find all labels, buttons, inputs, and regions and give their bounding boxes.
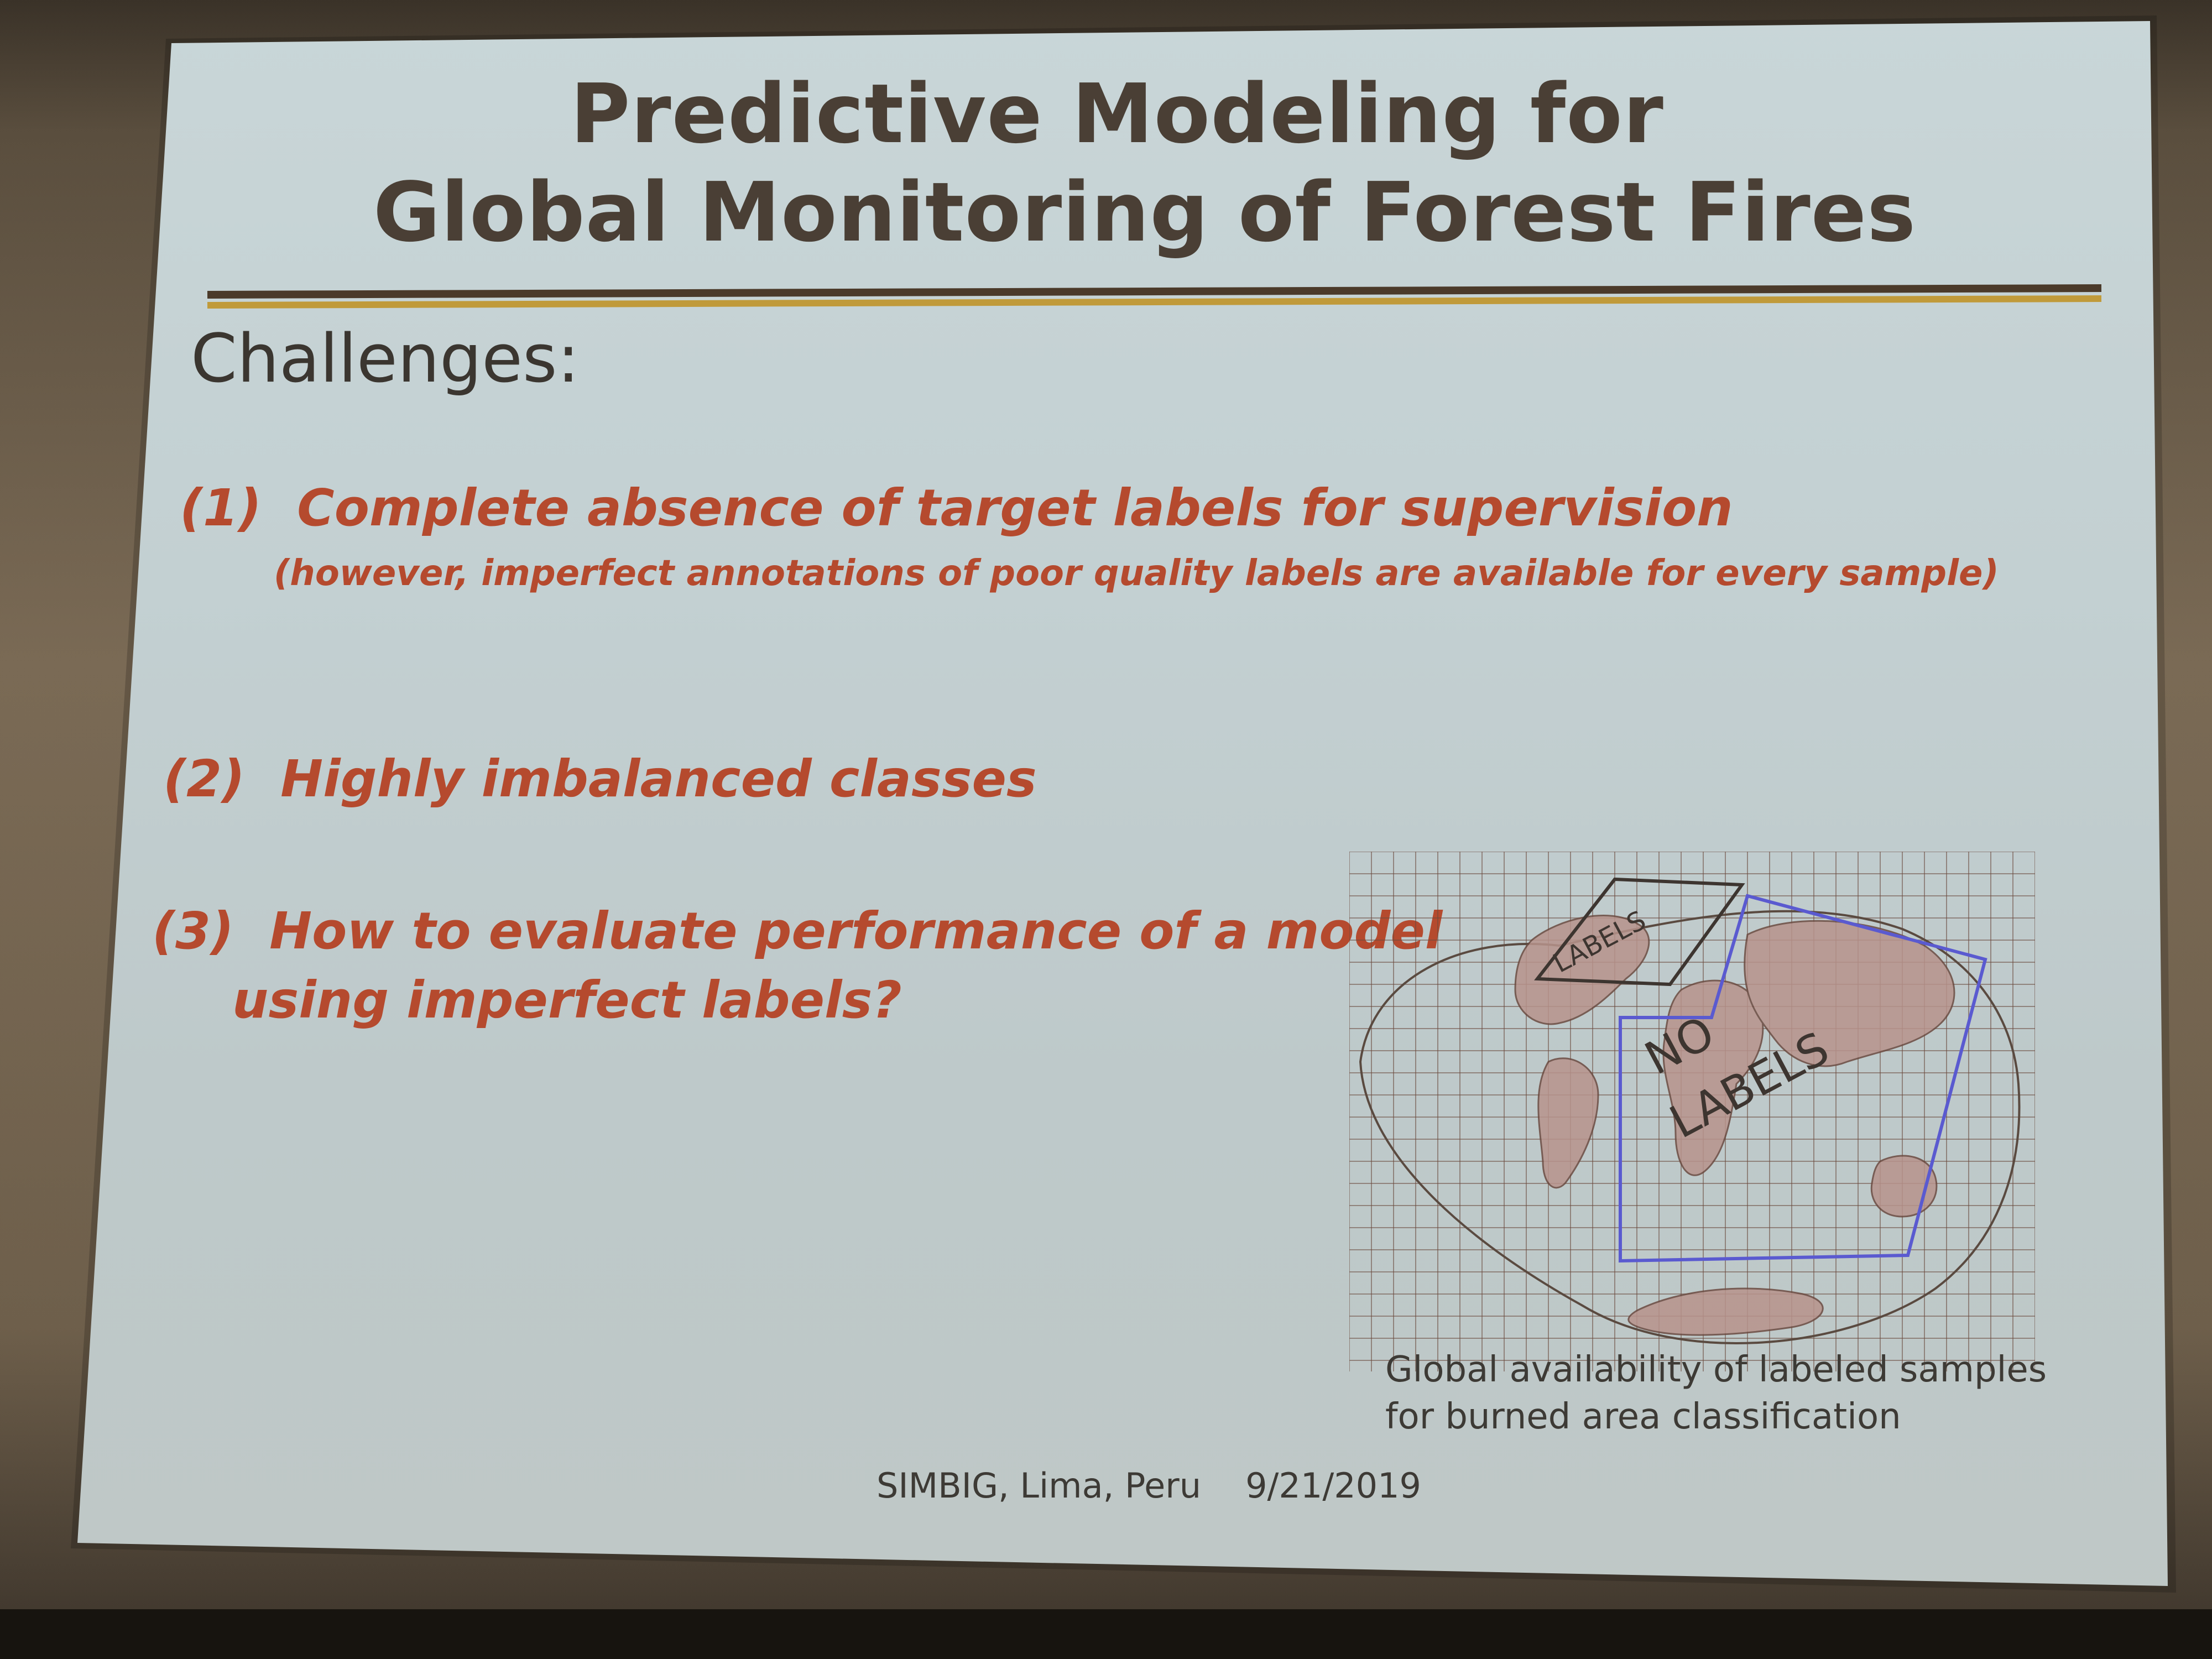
world-map-figure: LABELS NO LABELS — [1349, 852, 2035, 1371]
north-america — [1514, 915, 1650, 1025]
screen-bottom-edge — [0, 1609, 2212, 1659]
slide-title-line-1: Predictive Modeling for — [570, 66, 1664, 161]
challenge-item-3-continued: using imperfect labels? — [232, 971, 902, 1030]
challenge-note: (however, imperfect annotations of poor … — [274, 553, 1999, 594]
challenge-number: (2) — [163, 749, 246, 808]
footer-date: 9/21/2019 — [1245, 1465, 1421, 1506]
figure-caption-line-1: Global availability of labeled samples — [1385, 1349, 2047, 1390]
challenge-text: Highly imbalanced classes — [280, 749, 1037, 808]
slide-footer: SIMBIG, Lima, Peru 9/21/2019 — [877, 1465, 1421, 1506]
footer-venue: SIMBIG, Lima, Peru — [877, 1465, 1202, 1506]
section-heading: Challenges: — [191, 321, 580, 398]
challenge-number: (3) — [152, 901, 234, 961]
challenge-item-3: (3) How to evaluate performance of a mod… — [152, 901, 1442, 961]
challenge-item-2: (2) Highly imbalanced classes — [163, 749, 1037, 808]
labeled-region-box — [1534, 877, 1745, 987]
antarctica — [1627, 1287, 1824, 1336]
challenge-item-1: (1) Complete absence of target labels fo… — [180, 478, 1733, 538]
slide-title-line-2: Global Monitoring of Forest Fires — [373, 165, 1917, 260]
unlabeled-region-box — [1619, 894, 1987, 1263]
asia — [1744, 920, 1955, 1067]
challenge-text: How to evaluate performance of a model — [269, 901, 1443, 961]
challenge-text: Complete absence of target labels for su… — [297, 478, 1733, 538]
challenge-number: (1) — [180, 478, 262, 538]
figure-caption-line-2: for burned area classification — [1385, 1396, 1901, 1437]
south-america — [1537, 1057, 1599, 1189]
